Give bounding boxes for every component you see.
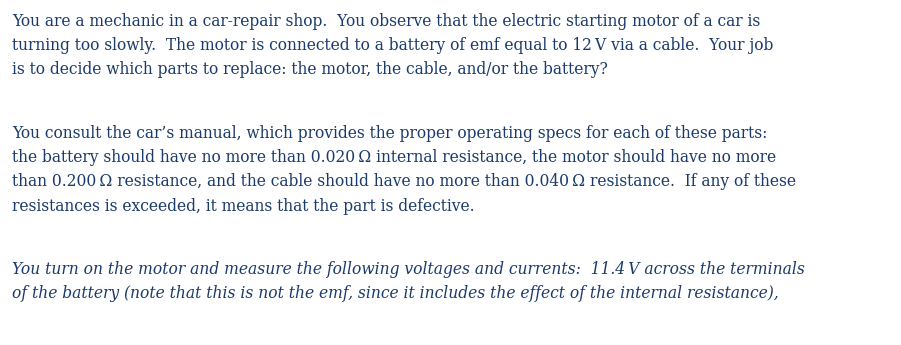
Text: You consult the car’s manual, which provides the proper operating specs for each: You consult the car’s manual, which prov…	[12, 125, 796, 215]
Text: You turn on the motor and measure the following voltages and currents:  11.4 V a: You turn on the motor and measure the fo…	[12, 261, 805, 302]
Text: You are a mechanic in a car-repair shop.  You observe that the electric starting: You are a mechanic in a car-repair shop.…	[12, 13, 773, 78]
